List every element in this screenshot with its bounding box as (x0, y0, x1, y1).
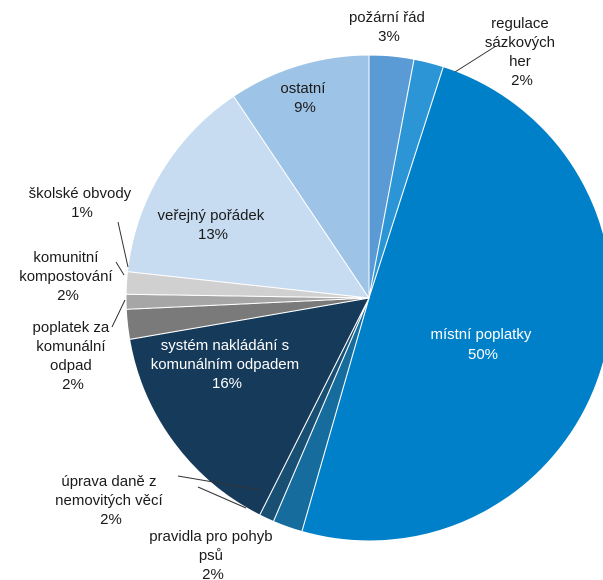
leader-line-3 (111, 299, 126, 328)
leader-line-1 (197, 486, 247, 509)
label-regulace-sazkovych-her: regulace sázkových her 2% (485, 15, 559, 89)
label-uprava-dane: úprava daně z nemovitých věcí 2% (55, 473, 167, 528)
label-verejny-poradek: veřejný pořádek 13% (158, 207, 269, 243)
label-pozarni-rad: požární řád 3% (349, 9, 429, 45)
label-komunitni-kompostovani: komunitní kompostování 2% (19, 249, 117, 304)
slice-ostatni (232, 54, 370, 300)
pie-slices (125, 54, 603, 542)
leader-line-5 (117, 221, 129, 268)
leader-line-0 (454, 45, 497, 73)
slice-system-nakladani-s-komunalnim-odpadem (128, 297, 370, 516)
label-system-nakladani: systém nakládání s komunálním odpadem 16… (151, 337, 304, 392)
leader-line-2 (177, 475, 261, 491)
slice-mistni-poplatky (301, 66, 603, 542)
label-ostatni: ostatní 9% (280, 80, 329, 116)
slice-verejny-poradek (126, 95, 371, 299)
leader-lines (111, 45, 497, 509)
label-skolske-obvody: školské obvody 1% (29, 185, 136, 221)
label-pravidla-pro-pohyb-psu: pravidla pro pohyb psů 2% (149, 528, 277, 580)
leader-line-4 (115, 261, 125, 276)
label-poplatek-za-komunalni-odpad: poplatek za komunální odpad 2% (33, 319, 114, 393)
label-mistni-poplatky: místní poplatky 50% (430, 326, 535, 363)
